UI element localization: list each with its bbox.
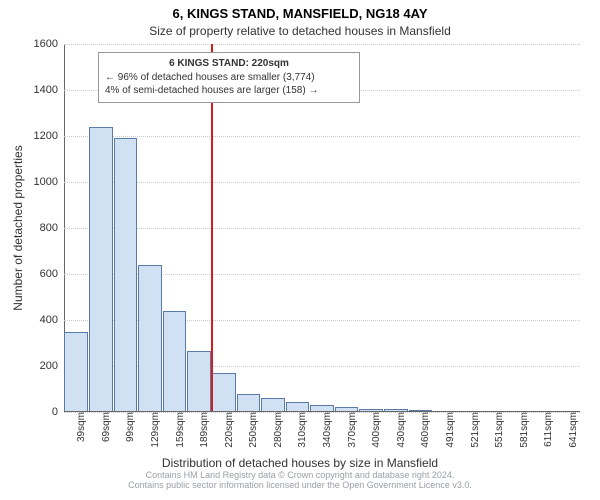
bar-slot: 400sqm <box>359 44 384 412</box>
chart-annotation: 6 KINGS STAND: 220sqm ← 96% of detached … <box>98 52 360 103</box>
annotation-line-2: 4% of semi-detached houses are larger (1… <box>105 84 353 98</box>
annotation-line-1: ← 96% of detached houses are smaller (3,… <box>105 71 353 85</box>
x-tick-label: 220sqm <box>220 412 235 448</box>
bar-slot: 521sqm <box>457 44 482 412</box>
y-tick-label: 200 <box>40 360 64 372</box>
x-tick-label: 250sqm <box>244 412 259 448</box>
y-tick-label: 600 <box>40 268 64 280</box>
histogram-bar <box>237 394 261 412</box>
x-axis-label: Distribution of detached houses by size … <box>0 456 600 470</box>
x-tick-label: 641sqm <box>564 412 579 448</box>
histogram-bar <box>64 332 88 413</box>
bar-slot: 39sqm <box>64 44 89 412</box>
x-tick-label: 551sqm <box>490 412 505 448</box>
page-title: 6, KINGS STAND, MANSFIELD, NG18 4AY <box>0 6 600 21</box>
x-tick-label: 99sqm <box>121 412 136 442</box>
x-tick-label: 581sqm <box>515 412 530 448</box>
page-subtitle: Size of property relative to detached ho… <box>0 24 600 38</box>
x-tick-label: 521sqm <box>466 412 481 448</box>
x-tick-label: 310sqm <box>293 412 308 448</box>
bar-slot: 430sqm <box>384 44 409 412</box>
y-tick-label: 1000 <box>34 176 64 188</box>
attribution-line-2: Contains public sector information licen… <box>0 480 600 490</box>
x-tick-label: 370sqm <box>343 412 358 448</box>
x-tick-label: 280sqm <box>269 412 284 448</box>
x-tick-label: 611sqm <box>539 412 554 447</box>
annotation-title: 6 KINGS STAND: 220sqm <box>105 57 353 71</box>
y-tick-label: 400 <box>40 314 64 326</box>
x-tick-label: 340sqm <box>318 412 333 448</box>
y-tick-label: 1200 <box>34 130 64 142</box>
bar-slot: 551sqm <box>482 44 507 412</box>
bar-slot: 611sqm <box>531 44 556 412</box>
histogram-bar <box>212 373 236 412</box>
bar-slot: 641sqm <box>556 44 581 412</box>
histogram-bar <box>89 127 113 412</box>
x-tick-label: 129sqm <box>146 412 161 448</box>
x-tick-label: 491sqm <box>441 412 456 448</box>
x-tick-label: 430sqm <box>392 412 407 448</box>
x-tick-label: 189sqm <box>195 412 210 448</box>
histogram-bar <box>138 265 162 412</box>
histogram-bar <box>261 398 285 412</box>
bar-slot: 581sqm <box>506 44 531 412</box>
bar-slot: 460sqm <box>408 44 433 412</box>
x-tick-label: 400sqm <box>367 412 382 448</box>
attribution-line-1: Contains HM Land Registry data © Crown c… <box>0 470 600 480</box>
histogram-bar <box>163 311 187 412</box>
x-tick-label: 460sqm <box>416 412 431 448</box>
x-tick-label: 159sqm <box>171 412 186 448</box>
y-tick-label: 0 <box>52 406 64 418</box>
histogram-bar <box>114 138 138 412</box>
bar-slot: 491sqm <box>433 44 458 412</box>
y-tick-label: 1400 <box>34 84 64 96</box>
histogram-bar <box>187 351 211 412</box>
y-axis-label: Number of detached properties <box>11 145 25 310</box>
x-axis-line <box>64 411 580 412</box>
y-tick-label: 800 <box>40 222 64 234</box>
x-tick-label: 39sqm <box>72 412 87 442</box>
y-tick-label: 1600 <box>34 38 64 50</box>
x-tick-label: 69sqm <box>97 412 112 442</box>
attribution: Contains HM Land Registry data © Crown c… <box>0 470 600 490</box>
